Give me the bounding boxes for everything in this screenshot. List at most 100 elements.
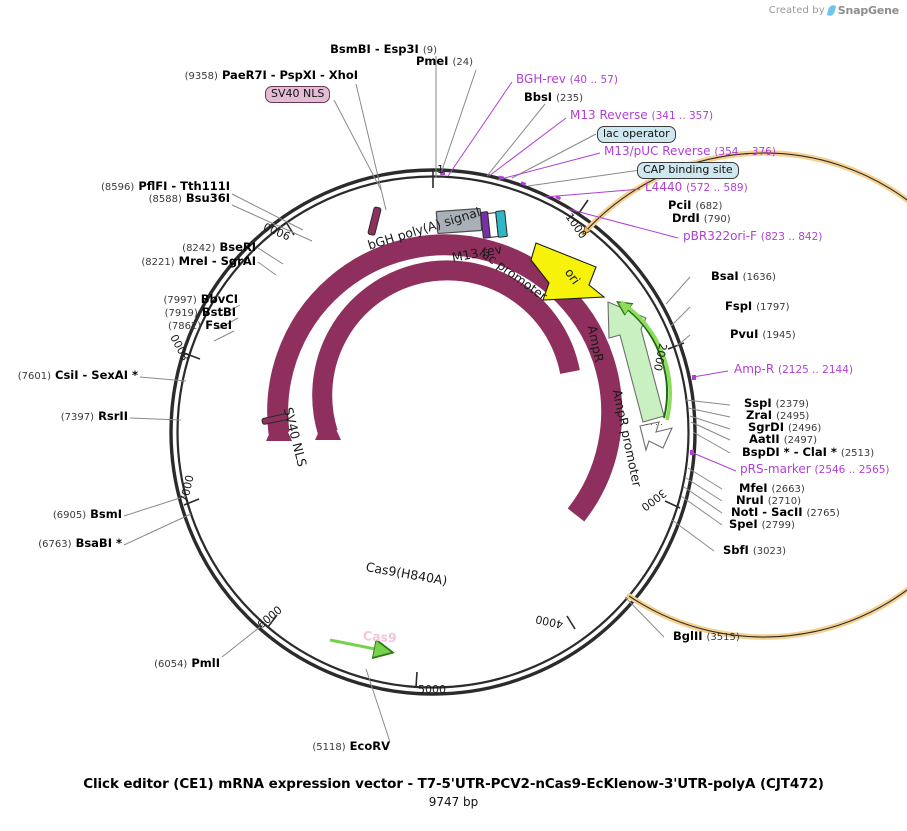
enzyme-label-pmei[interactable]: PmeI (24) <box>416 55 473 69</box>
enzyme-label-drdi[interactable]: DrdI (790) <box>672 212 731 226</box>
enzyme-label-rsrii[interactable]: (7397) RsrII <box>61 410 128 424</box>
cas9-arc <box>267 234 623 522</box>
enzyme-position: (1945) <box>762 330 796 341</box>
cas9-h840a-arrowhead <box>315 412 341 440</box>
enzyme-position: (7397) <box>60 412 95 423</box>
enzyme-name: BglII <box>673 629 703 643</box>
feature-label-l4440[interactable]: L4440 (572 .. 589) <box>645 181 748 194</box>
enzyme-label-noti-sacii[interactable]: NotI - SacII (2765) <box>731 506 840 520</box>
enzyme-label-bsu36i[interactable]: (8588) Bsu36I <box>149 192 230 206</box>
enzyme-name: NruI <box>736 493 764 507</box>
enzyme-position: (7919) <box>164 308 198 319</box>
enzyme-name: EcoRV <box>349 739 390 753</box>
enzyme-name: DrdI <box>672 211 700 225</box>
enzyme-label-bsai[interactable]: BsaI (1636) <box>711 270 776 284</box>
enzyme-position: (2496) <box>788 423 822 434</box>
enzyme-name: FspI <box>725 299 753 313</box>
enzyme-label-sspi[interactable]: SspI (2379) <box>744 397 809 411</box>
enzyme-name: CsiI - SexAI * <box>55 368 138 382</box>
enzyme-name: BsaBI * <box>75 536 122 550</box>
boxed-label-cap-binding-site[interactable]: CAP binding site <box>637 162 739 180</box>
enzyme-position: (7997) <box>163 295 197 306</box>
enzyme-label-bseri[interactable]: (8242) BseRI <box>182 241 256 255</box>
enzyme-name: PmlI <box>191 656 220 670</box>
enzyme-label-bsabi[interactable]: (6763) BsaBI * <box>38 537 122 551</box>
ampr-gap-dots: . . . . <box>645 418 663 427</box>
enzyme-label-aatii[interactable]: AatII (2497) <box>749 433 817 447</box>
enzyme-position: (6905) <box>52 510 87 521</box>
enzyme-label-mrei-sgrai[interactable]: (8221) MreI - SgrAI <box>141 255 256 269</box>
tick-label-1: 1 <box>437 163 444 176</box>
enzyme-label-spei[interactable]: SpeI (2799) <box>729 518 795 532</box>
credit-prefix: Created by <box>768 5 825 16</box>
ampr-arrow <box>607 301 665 423</box>
cas9-orf-arrow <box>329 638 390 652</box>
enzyme-position: (3023) <box>752 546 787 557</box>
enzyme-label-ecorv[interactable]: (5118) EcoRV <box>312 740 390 754</box>
enzyme-position: (2497) <box>783 435 817 446</box>
enzyme-label-bglii[interactable]: BglII (3515) <box>673 630 740 644</box>
enzyme-label-fsei[interactable]: (7862) FseI <box>168 319 232 333</box>
enzyme-label-pvui[interactable]: PvuI (1945) <box>730 328 796 342</box>
enzyme-label-bbvci[interactable]: (7997) BbvCI <box>164 293 239 307</box>
feature-name: L4440 <box>645 180 683 194</box>
enzyme-label-nrui[interactable]: NruI (2710) <box>736 494 801 508</box>
enzyme-label-pcii[interactable]: PciI (682) <box>668 199 722 213</box>
enzyme-position: (7601) <box>17 371 51 382</box>
feature-name: pBR322ori-F <box>683 229 757 243</box>
enzyme-name: BseRI <box>219 240 256 254</box>
enzyme-name: PaeR7I - PspXI - XhoI <box>221 68 358 82</box>
ampr-orf-arc <box>619 303 668 419</box>
feature-range: (354 .. 376) <box>714 146 776 158</box>
credit-brand: SnapGene <box>837 4 899 17</box>
enzyme-label-fspi[interactable]: FspI (1797) <box>725 300 790 314</box>
inner-label-cas9: Cas9 <box>362 628 398 646</box>
enzyme-label-paer7i-pspxi-xhoi[interactable]: (9358) PaeR7I - PspXI - XhoI <box>185 69 358 83</box>
enzyme-position: (8221) <box>141 257 175 268</box>
enzyme-label-zrai[interactable]: ZraI (2495) <box>746 409 809 423</box>
enzyme-position: (6763) <box>38 539 72 550</box>
enzyme-name: BbsI <box>523 90 553 104</box>
feature-label-amp-r[interactable]: Amp-R (2125 .. 2144) <box>734 363 853 376</box>
enzyme-name: NotI - SacII <box>731 505 803 519</box>
backbone-ticks <box>183 170 685 688</box>
cap-binding-site-marker <box>495 210 508 238</box>
transcript-arc <box>584 152 907 638</box>
enzyme-position: (5118) <box>312 742 346 753</box>
enzyme-position: (2663) <box>771 484 805 495</box>
feature-label-m13-puc-reverse[interactable]: M13/pUC Reverse (354 .. 376) <box>604 145 776 158</box>
enzyme-label-pmli[interactable]: (6054) PmlI <box>154 657 220 671</box>
enzyme-name: SpeI <box>729 517 758 531</box>
enzyme-name: PvuI <box>730 327 759 341</box>
enzyme-label-bstbi[interactable]: (7919) BstBI <box>165 306 236 320</box>
enzyme-position: (9358) <box>184 71 218 82</box>
enzyme-name: PflFI - Tth111I <box>138 179 230 193</box>
feature-label-pbr322ori-f[interactable]: pBR322ori-F (823 .. 842) <box>683 230 822 243</box>
sv40-nls-inner-marker <box>261 413 289 425</box>
enzyme-name: BsmI <box>90 507 122 521</box>
leader-lines-features <box>447 81 737 472</box>
enzyme-name: SgrDI <box>748 420 785 434</box>
feature-label-prs-marker[interactable]: pRS-marker (2546 .. 2565) <box>740 463 890 476</box>
enzyme-label-sgrdi[interactable]: SgrDI (2496) <box>748 421 821 435</box>
enzyme-label-bspdi-clai[interactable]: BspDI * - ClaI * (2513) <box>742 446 874 460</box>
enzyme-label-pflfi-tth111i[interactable]: (8596) PflFI - Tth111I <box>101 180 230 194</box>
boxed-label-sv40-nls[interactable]: SV40 NLS <box>265 86 331 104</box>
boxed-label-lac-operator[interactable]: lac operator <box>597 126 676 144</box>
enzyme-position: (3515) <box>706 632 740 643</box>
enzyme-label-bbsi[interactable]: BbsI (235) <box>524 91 583 105</box>
snapgene-credit: Created by SnapGene <box>769 4 899 17</box>
feature-name: pRS-marker <box>740 462 811 476</box>
enzyme-label-bsmi[interactable]: (6905) BsmI <box>53 508 122 522</box>
enzyme-position: (790) <box>703 214 731 225</box>
enzyme-position: (9) <box>422 45 437 56</box>
enzyme-label-csii-sexai[interactable]: (7601) CsiI - SexAI * <box>18 369 138 383</box>
enzyme-label-sbfi[interactable]: SbfI (3023) <box>723 544 786 558</box>
map-title: Click editor (CE1) mRNA expression vecto… <box>83 776 824 792</box>
feature-label-m13-reverse[interactable]: M13 Reverse (341 .. 357) <box>570 109 713 122</box>
feature-label-bgh-rev[interactable]: BGH-rev (40 .. 57) <box>516 73 618 86</box>
enzyme-label-mfei[interactable]: MfeI (2663) <box>739 482 805 496</box>
enzyme-label-bsmbi-esp3i[interactable]: BsmBI - Esp3I (9) <box>330 43 437 57</box>
ampr-orf-arc-fill <box>620 300 672 421</box>
